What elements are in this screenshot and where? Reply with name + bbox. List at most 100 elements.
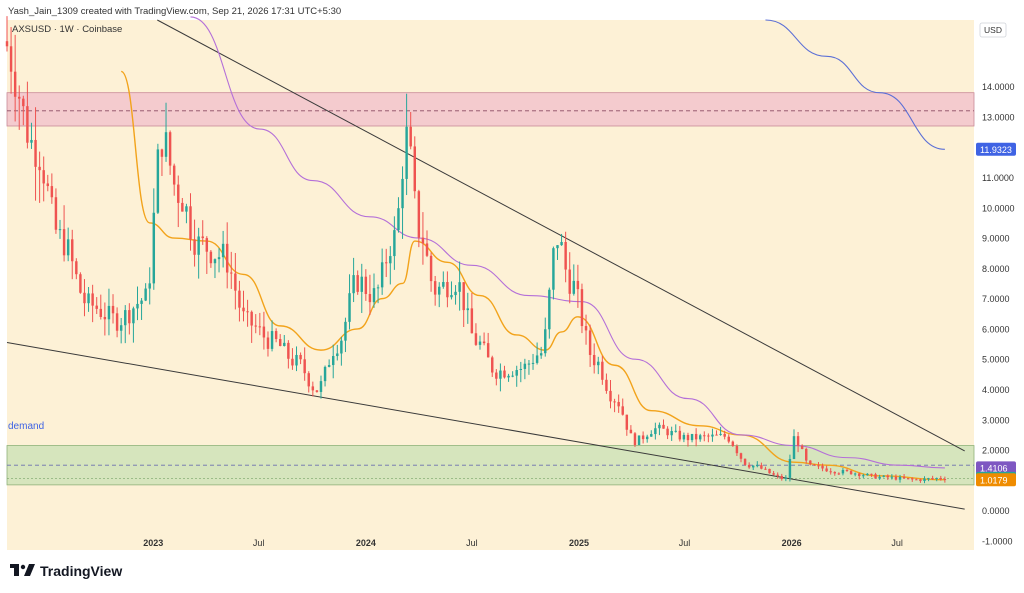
- x-tick-label: 2024: [356, 538, 376, 548]
- y-tick-label: 10.0000: [982, 203, 1015, 213]
- candle-body: [894, 476, 898, 480]
- candle-body: [250, 311, 253, 326]
- candle-body: [723, 433, 726, 437]
- x-tick-label: Jul: [466, 538, 478, 548]
- candle-body: [50, 186, 54, 198]
- candle-body: [119, 325, 123, 331]
- y-tick-label: 14.0000: [982, 82, 1015, 92]
- candle-body: [413, 146, 416, 192]
- candle-body: [527, 363, 531, 365]
- candle-body: [637, 435, 641, 445]
- tradingview-logo-icon: [10, 564, 35, 576]
- candle-body: [103, 316, 107, 320]
- candle-body: [62, 229, 66, 256]
- candle-body: [360, 276, 363, 292]
- candle-body: [886, 475, 890, 478]
- candle-body: [132, 308, 135, 324]
- candle-body: [560, 241, 563, 246]
- candle-body: [262, 326, 266, 338]
- candle-body: [38, 166, 41, 171]
- candle-body: [242, 307, 245, 312]
- candle-body: [168, 132, 172, 166]
- candle-body: [372, 288, 376, 303]
- y-tick-label: 7.0000: [982, 294, 1010, 304]
- candle-body: [662, 424, 665, 429]
- candle-body: [800, 445, 804, 449]
- candle-body: [829, 471, 832, 473]
- candle-body: [274, 331, 278, 340]
- candle-body: [927, 478, 930, 480]
- candle-body: [931, 478, 934, 480]
- candle-body: [711, 434, 714, 437]
- candle-body: [230, 272, 233, 274]
- candle-body: [30, 139, 33, 143]
- candle-body: [601, 361, 604, 380]
- candle-body: [707, 435, 710, 437]
- x-tick-label: 2023: [143, 538, 163, 548]
- y-tick-label: 13.0000: [982, 112, 1015, 122]
- candle-body: [853, 473, 857, 475]
- candle-body: [221, 243, 225, 258]
- candle-body: [641, 435, 645, 440]
- y-tick-label: 6.0000: [982, 324, 1010, 334]
- candle-body: [491, 357, 494, 373]
- currency-selector[interactable]: USD: [979, 22, 1007, 38]
- demand-zone-label: demand: [8, 421, 44, 432]
- candle-body: [617, 401, 620, 407]
- candle-body: [556, 245, 559, 249]
- candle-body: [13, 71, 17, 97]
- candle-body: [87, 293, 90, 304]
- candle-body: [890, 476, 894, 478]
- candle-body: [99, 308, 103, 317]
- candle-body: [5, 41, 9, 47]
- candle-body: [156, 149, 160, 213]
- candle-body: [75, 261, 78, 275]
- candle-body: [34, 139, 37, 167]
- candle-body: [172, 165, 176, 185]
- candle-body: [433, 281, 437, 295]
- candle-body: [682, 434, 686, 440]
- candle-body: [421, 237, 425, 244]
- candle-body: [311, 386, 315, 391]
- candle-body: [315, 390, 319, 392]
- candle-body: [788, 459, 792, 478]
- candle-body: [539, 353, 543, 356]
- candles: [5, 16, 947, 484]
- candle-body: [731, 441, 735, 446]
- candle-body: [429, 255, 433, 282]
- candle-body: [368, 294, 372, 303]
- trendline: [6, 342, 965, 510]
- candle-body: [686, 434, 690, 441]
- candle-body: [670, 431, 673, 436]
- x-tick-label: 2025: [569, 538, 589, 548]
- candle-body: [189, 206, 192, 240]
- candle-body: [735, 445, 739, 454]
- currency-box[interactable]: [979, 22, 1007, 38]
- candle-body: [287, 342, 290, 359]
- moving-average-sma_slow: [190, 16, 945, 469]
- candle-body: [58, 229, 62, 231]
- candle-body: [756, 465, 759, 467]
- y-tick-label: 3.0000: [982, 415, 1010, 425]
- candle-body: [613, 401, 616, 403]
- candle-body: [825, 468, 828, 472]
- candle-body: [442, 282, 445, 287]
- candle-body: [841, 469, 845, 474]
- candle-body: [185, 206, 188, 212]
- candle-body: [592, 354, 596, 366]
- candle-body: [9, 46, 13, 72]
- currency-label[interactable]: USD: [984, 25, 1002, 35]
- candle-body: [747, 464, 751, 468]
- candle-body: [874, 474, 877, 479]
- candle-body: [42, 170, 45, 184]
- candle-body: [385, 262, 388, 264]
- candle-body: [438, 286, 441, 295]
- candle-body: [760, 465, 763, 469]
- candle-body: [866, 473, 869, 476]
- candle-body: [906, 478, 910, 480]
- candle-body: [340, 340, 343, 354]
- chart-attribution: Yash_Jain_1309 created with TradingView.…: [8, 6, 342, 17]
- x-tick-label: 2026: [782, 538, 802, 548]
- candle-body: [544, 329, 547, 354]
